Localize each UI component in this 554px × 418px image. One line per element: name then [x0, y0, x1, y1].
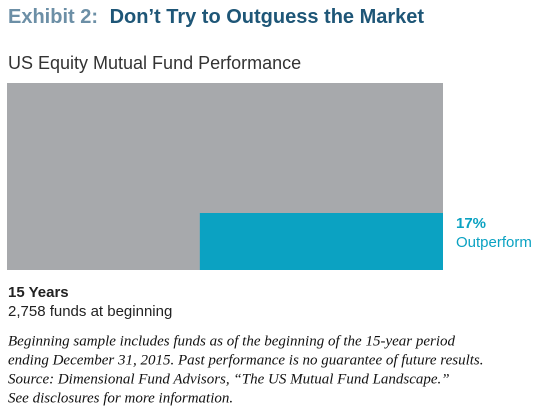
value-label: 17%: [456, 215, 486, 232]
period-note: 2,758 funds at beginning: [8, 303, 172, 320]
period-label: 15 Years: [8, 284, 69, 301]
title-prefix: Exhibit 2:: [8, 6, 98, 28]
title-text: Don’t Try to Outguess the Market: [110, 6, 425, 28]
footnote: ending December 31, 2015. Past performan…: [8, 352, 484, 368]
category-label: Outperform: [456, 234, 532, 251]
footnote: See disclosures for more information.: [8, 390, 233, 406]
share-area: [199, 213, 443, 270]
footnote: Source: Dimensional Fund Advisors, “The …: [8, 371, 450, 387]
chart-title: Exhibit 2: Don’t Try to Outguess the Mar…: [8, 6, 424, 28]
chart-subtitle: US Equity Mutual Fund Performance: [8, 53, 301, 73]
footnote: Beginning sample includes funds as of th…: [8, 333, 456, 349]
